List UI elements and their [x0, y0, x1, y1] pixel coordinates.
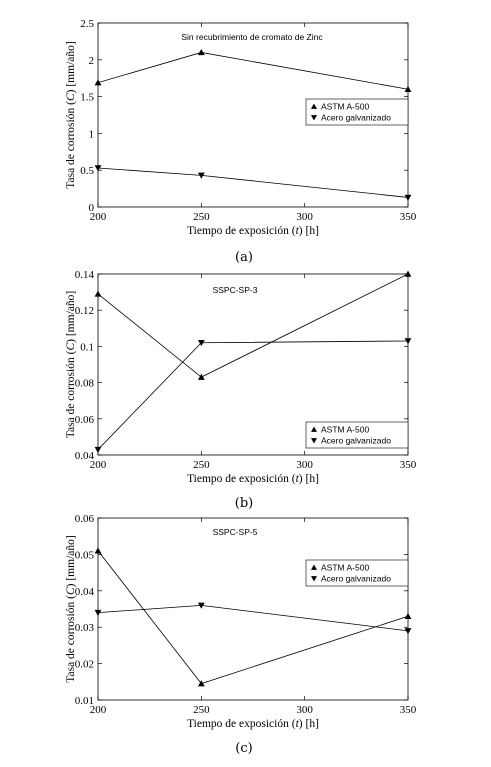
y-axis-label: Tasa de corrosión (C) [mm/año] — [65, 535, 77, 682]
plot-frame — [97, 517, 409, 701]
y-tick-label: 0.04 — [75, 450, 95, 462]
x-axis-label: Tiempo de exposición (t) [h] — [187, 225, 319, 237]
data-point-2-2 — [197, 172, 205, 179]
legend-marker-1 — [311, 564, 317, 570]
data-point-1-3 — [404, 85, 412, 92]
legend-box — [305, 559, 409, 587]
legend-label-2: Acero galvanizado — [321, 436, 391, 446]
data-point-1-2 — [197, 49, 205, 56]
y-tick-label: 1.5 — [80, 92, 94, 104]
x-axis-label: Tiempo de exposición (t) [h] — [187, 718, 319, 730]
data-point-2-1 — [94, 609, 102, 617]
plot-frame — [97, 273, 409, 456]
y-tick-label: 0.12 — [75, 305, 94, 317]
chart-panel-2: 200 250 300 350 0.04 0.06 0.08 0.1 0.12 0.14 Tiemp… — [65, 269, 417, 511]
y-tick-label: 0.02 — [75, 659, 94, 671]
y-axis-label: Tasa de corrosión (C) [mm/año] — [65, 41, 77, 188]
data-point-2-3 — [404, 194, 412, 201]
x-tick-label: 350 — [400, 211, 417, 223]
data-point-1-2 — [197, 680, 205, 687]
legend-box — [305, 98, 409, 126]
legend-label-1: ASTM A-500 — [321, 102, 369, 112]
x-axis-label: Tiempo de exposición (t) [h] — [187, 473, 319, 485]
x-tick-label: 250 — [193, 211, 210, 223]
x-tick-label: 350 — [400, 459, 417, 471]
x-tick-label: 250 — [193, 704, 210, 716]
legend-marker-2 — [311, 438, 317, 444]
panel-label: (a) — [235, 250, 253, 265]
legend-label-2: Acero galvanizado — [321, 113, 391, 123]
y-tick-label: 0.06 — [75, 414, 95, 426]
chart-panel-3: 200 250 300 350 0.01 0.02 0.03 0.04 0.05 0.06 Tiem… — [65, 513, 417, 756]
y-tick-label: 0.1 — [80, 341, 94, 353]
data-point-1-2 — [197, 373, 205, 380]
x-tick-label: 300 — [296, 459, 313, 471]
y-tick-label: 2 — [89, 55, 95, 67]
chart-panel-1: 200 250 300 350 0 0.5 1 1.5 2 2.5 Tiempo de exposi… — [65, 18, 417, 265]
y-tick-label: 0.14 — [75, 269, 95, 281]
legend-label-2: Acero galvanizado — [321, 574, 391, 584]
chart-title: Sin recubrimiento de cromato de Zinc — [181, 32, 323, 42]
chart-title: SSPC-SP-3 — [213, 285, 258, 295]
panel-label: (b) — [235, 496, 253, 511]
x-tick-label: 200 — [90, 459, 107, 471]
y-tick-label: 2.5 — [80, 18, 94, 30]
legend-label-1: ASTM A-500 — [321, 563, 369, 573]
legend-marker-2 — [311, 576, 317, 582]
y-tick-label: 0.01 — [75, 695, 94, 707]
data-point-2-2 — [197, 602, 205, 609]
data-point-1-3 — [404, 612, 412, 619]
y-tick-label: 0.05 — [75, 549, 95, 561]
y-tick-label: 0.5 — [80, 165, 94, 177]
x-tick-label: 200 — [90, 704, 107, 716]
y-axis-label: Tasa de corrosión (C) [mm/año] — [65, 291, 77, 438]
x-tick-label: 350 — [400, 704, 417, 716]
x-tick-label: 200 — [90, 211, 107, 223]
x-tick-label: 300 — [296, 211, 313, 223]
series-line-2 — [97, 167, 409, 198]
panel-label: (c) — [235, 741, 252, 756]
legend-marker-2 — [311, 115, 317, 121]
legend-box — [305, 421, 409, 449]
data-point-1-1 — [94, 290, 102, 297]
data-point-2-3 — [404, 338, 412, 345]
data-point-1-3 — [404, 270, 412, 277]
data-point-1-1 — [94, 79, 102, 86]
data-point-2-1 — [94, 165, 102, 172]
y-tick-label: 0.04 — [75, 586, 95, 598]
legend-label-1: ASTM A-500 — [321, 425, 369, 435]
y-tick-label: 0.03 — [75, 622, 95, 634]
data-point-1-1 — [94, 547, 102, 554]
data-point-2-3 — [404, 628, 412, 635]
series-line-1 — [97, 52, 409, 90]
x-tick-label: 300 — [296, 704, 313, 716]
series-line-2 — [97, 604, 409, 632]
legend-marker-1 — [311, 426, 317, 432]
legend-marker-1 — [311, 103, 317, 109]
data-point-2-1 — [94, 446, 102, 453]
y-tick-label: 0.08 — [75, 378, 95, 390]
x-tick-label: 250 — [193, 459, 210, 471]
chart-title: SSPC-SP-5 — [213, 527, 258, 537]
y-tick-label: 0.06 — [75, 513, 95, 525]
data-point-2-2 — [197, 340, 205, 347]
y-tick-label: 0 — [89, 202, 95, 214]
y-tick-label: 1 — [89, 128, 95, 140]
